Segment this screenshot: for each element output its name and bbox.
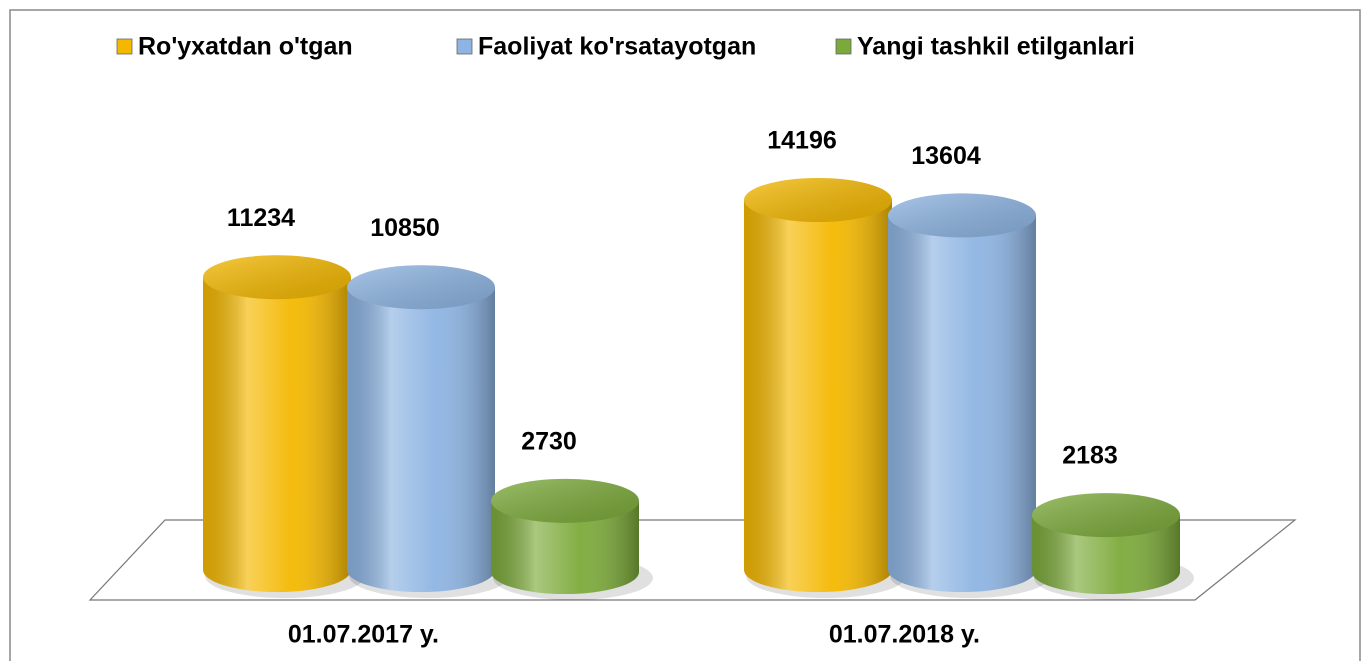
bar-shading [347, 287, 495, 592]
data-label: 11234 [227, 204, 295, 232]
bar-top-shading [491, 478, 639, 523]
bar-top-shading [744, 178, 892, 222]
bar-shading [744, 200, 892, 592]
data-label: 2730 [521, 427, 577, 455]
bar-shading [203, 277, 351, 592]
data-label: 14196 [767, 127, 837, 155]
legend-swatch [835, 38, 852, 55]
legend-swatch [116, 38, 133, 55]
legend-swatch [456, 38, 473, 55]
plot: 01.07.2017 y. 11234 10850 2730 01.07.2018 y.… [203, 127, 1194, 649]
bar-top-shading [203, 255, 351, 300]
bar-shading [888, 215, 1036, 593]
bar-top-shading [347, 265, 495, 310]
data-label: 10850 [370, 214, 440, 242]
bar-shading [491, 500, 639, 594]
legend-label: Ro'yxatdan o'tgan [138, 33, 353, 61]
legend-label: Yangi tashkil etilganlari [857, 33, 1135, 61]
bar-top-shading [1032, 493, 1180, 538]
bar-top-shading [888, 193, 1036, 238]
bar-shading [1032, 515, 1180, 594]
legend-label: Faoliyat ko'rsatayotgan [478, 33, 756, 61]
x-tick-label: 01.07.2018 y. [829, 621, 980, 649]
data-label: 13604 [911, 142, 981, 170]
x-tick-label: 01.07.2017 y. [288, 621, 439, 649]
legend: Ro'yxatdan o'tgan Faoliyat ko'rsatayotgan… [116, 33, 1135, 61]
data-label: 2183 [1062, 442, 1118, 470]
